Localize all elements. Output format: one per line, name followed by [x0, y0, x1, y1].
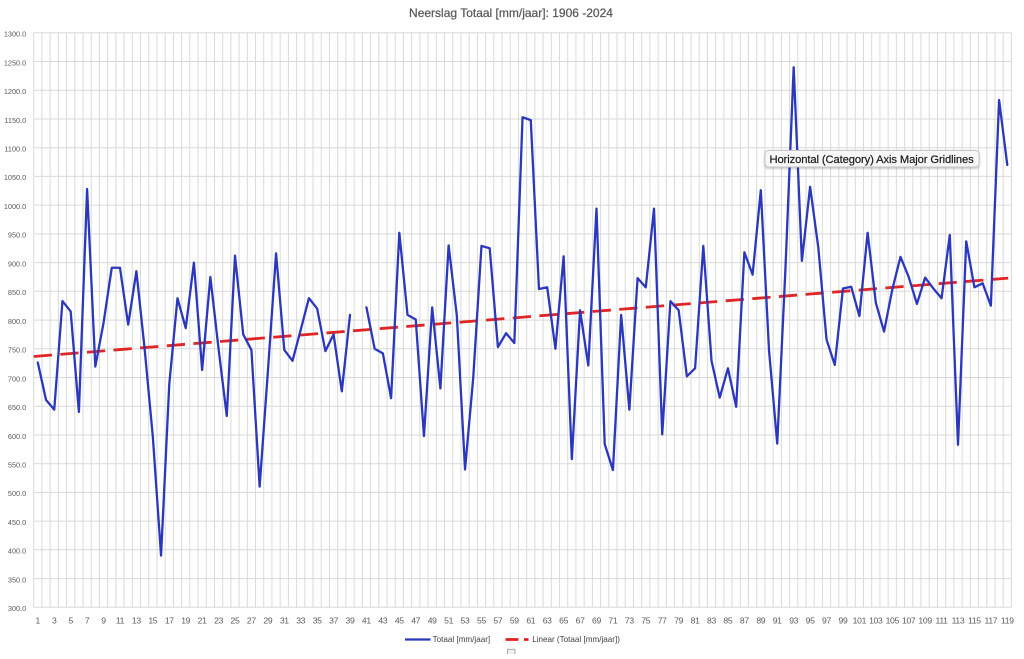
svg-text:1200.0: 1200.0	[4, 87, 26, 96]
svg-text:1050.0: 1050.0	[4, 173, 26, 182]
svg-text:43: 43	[378, 615, 387, 625]
svg-text:Horizontal (Category) Axis Maj: Horizontal (Category) Axis Major Gridlin…	[770, 154, 975, 166]
svg-text:51: 51	[444, 615, 453, 625]
svg-text:87: 87	[740, 615, 749, 625]
svg-text:5: 5	[68, 615, 73, 625]
svg-text:109: 109	[918, 615, 932, 625]
svg-text:119: 119	[1001, 615, 1014, 625]
svg-text:1100.0: 1100.0	[4, 145, 26, 154]
svg-text:83: 83	[707, 615, 716, 625]
svg-text:85: 85	[723, 615, 732, 625]
svg-text:25: 25	[231, 615, 240, 625]
svg-text:59: 59	[510, 615, 519, 625]
svg-text:21: 21	[198, 615, 207, 625]
svg-text:75: 75	[641, 615, 650, 625]
svg-text:69: 69	[592, 615, 601, 625]
svg-text:79: 79	[674, 615, 683, 625]
svg-text:45: 45	[395, 615, 404, 625]
svg-text:117: 117	[984, 615, 997, 625]
svg-text:650.0: 650.0	[8, 403, 26, 412]
svg-text:29: 29	[263, 615, 272, 625]
svg-text:350.0: 350.0	[8, 575, 26, 584]
svg-text:1300.0: 1300.0	[4, 30, 26, 39]
svg-text:1: 1	[36, 615, 41, 625]
svg-text:115: 115	[968, 615, 981, 625]
svg-text:101: 101	[853, 615, 867, 625]
svg-text:500.0: 500.0	[8, 489, 26, 498]
svg-text:95: 95	[806, 615, 815, 625]
svg-text:67: 67	[576, 615, 585, 625]
svg-text:300.0: 300.0	[8, 604, 26, 613]
svg-text:19: 19	[181, 615, 190, 625]
svg-text:750.0: 750.0	[8, 346, 26, 355]
svg-text:111: 111	[936, 615, 949, 625]
svg-text:73: 73	[625, 615, 634, 625]
svg-text:1250.0: 1250.0	[4, 58, 26, 67]
svg-text:105: 105	[886, 615, 900, 625]
svg-text:93: 93	[789, 615, 798, 625]
svg-text:39: 39	[346, 615, 355, 625]
svg-text:89: 89	[756, 615, 765, 625]
svg-text:Totaal [mm/jaar]: Totaal [mm/jaar]	[433, 635, 491, 644]
svg-text:99: 99	[839, 615, 848, 625]
svg-text:97: 97	[822, 615, 831, 625]
svg-text:65: 65	[559, 615, 568, 625]
svg-text:41: 41	[362, 615, 371, 625]
svg-text:63: 63	[543, 615, 552, 625]
svg-text:61: 61	[526, 615, 535, 625]
svg-text:57: 57	[493, 615, 502, 625]
svg-text:11: 11	[116, 615, 125, 625]
svg-text:81: 81	[691, 615, 700, 625]
svg-text:900.0: 900.0	[8, 259, 26, 268]
svg-text:77: 77	[658, 615, 667, 625]
svg-text:49: 49	[428, 615, 437, 625]
svg-text:700.0: 700.0	[8, 374, 26, 383]
svg-text:107: 107	[902, 615, 916, 625]
svg-text:37: 37	[329, 615, 338, 625]
svg-text:450.0: 450.0	[8, 518, 26, 527]
svg-text:9: 9	[101, 615, 106, 625]
svg-text:55: 55	[477, 615, 486, 625]
svg-text:47: 47	[411, 615, 420, 625]
svg-text:600.0: 600.0	[8, 432, 26, 441]
svg-text:31: 31	[280, 615, 289, 625]
svg-text:Linear (Totaal [mm/jaar]): Linear (Totaal [mm/jaar])	[532, 635, 620, 644]
svg-text:550.0: 550.0	[8, 461, 26, 470]
svg-text:7: 7	[85, 615, 90, 625]
svg-text:23: 23	[214, 615, 223, 625]
svg-text:113: 113	[952, 615, 965, 625]
svg-text:850.0: 850.0	[8, 288, 26, 297]
svg-text:Neerslag Totaal [mm/jaar]: 190: Neerslag Totaal [mm/jaar]: 1906 -2024	[409, 6, 613, 20]
svg-text:33: 33	[296, 615, 305, 625]
svg-text:91: 91	[773, 615, 782, 625]
svg-text:1000.0: 1000.0	[4, 202, 26, 211]
svg-text:13: 13	[132, 615, 141, 625]
svg-text:53: 53	[461, 615, 470, 625]
svg-text:15: 15	[148, 615, 157, 625]
svg-text:1150.0: 1150.0	[4, 116, 26, 125]
svg-text:27: 27	[247, 615, 256, 625]
svg-text:103: 103	[869, 615, 883, 625]
svg-text:800.0: 800.0	[8, 317, 26, 326]
svg-text:400.0: 400.0	[8, 547, 26, 556]
svg-text:17: 17	[165, 615, 174, 625]
svg-text:3: 3	[52, 615, 57, 625]
svg-text:71: 71	[608, 615, 617, 625]
svg-text:35: 35	[313, 615, 322, 625]
svg-text:950.0: 950.0	[8, 231, 26, 240]
